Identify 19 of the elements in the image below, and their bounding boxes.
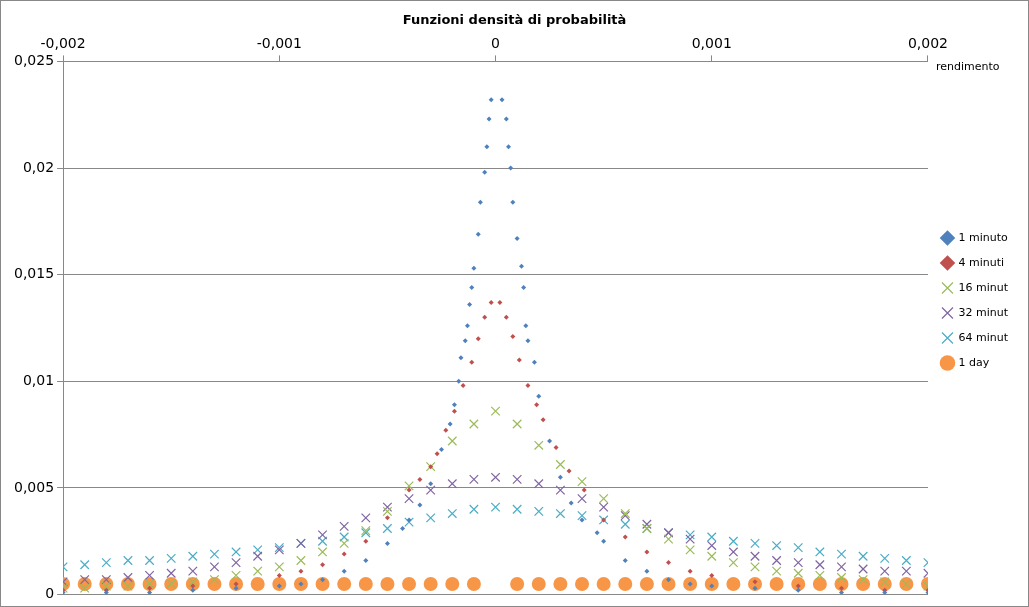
legend-label: 64 minut bbox=[958, 330, 1009, 344]
x-tick-label: 0 bbox=[491, 34, 500, 51]
legend-label: 1 minuto bbox=[958, 230, 1008, 244]
legend-label: 32 minut bbox=[958, 305, 1009, 319]
legend-label: 16 minut bbox=[958, 280, 1009, 294]
y-tick-label: 0,015 bbox=[13, 265, 55, 282]
chart-title: Funzioni densità di probabilità bbox=[402, 12, 627, 28]
x-tick-label: 0,002 bbox=[907, 34, 949, 51]
legend-label: 4 minuti bbox=[958, 255, 1005, 269]
x-tick-label: 0,001 bbox=[691, 34, 732, 51]
y-tick-label: 0,01 bbox=[22, 371, 55, 388]
x-tick-label: -0,002 bbox=[40, 34, 86, 51]
y-tick-label: 0,025 bbox=[13, 52, 55, 69]
y-tick-label: 0 bbox=[45, 585, 55, 602]
y-tick-label: 0,02 bbox=[22, 158, 55, 175]
x-axis-title: rendimento bbox=[935, 60, 1000, 74]
y-tick-label: 0,005 bbox=[13, 478, 55, 495]
legend-label: 1 day bbox=[958, 355, 990, 369]
x-tick-label: -0,001 bbox=[256, 34, 302, 51]
